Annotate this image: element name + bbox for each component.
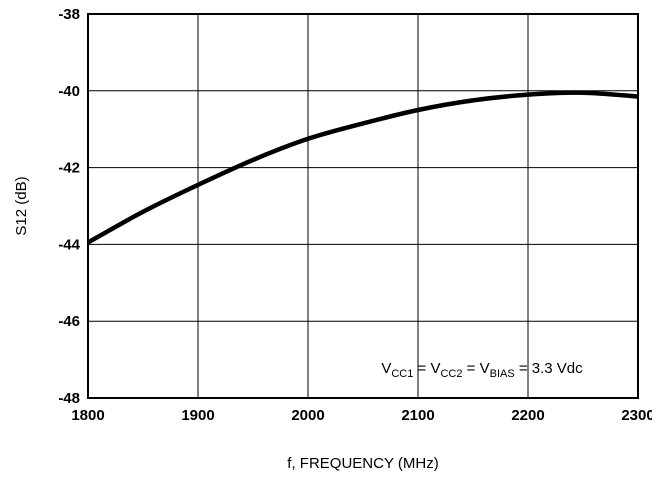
x-tick-label: 2000 [291, 407, 324, 424]
y-axis-title: S12 (dB) [13, 176, 30, 235]
y-tick-label: -40 [58, 83, 80, 100]
y-tick-label: -38 [58, 6, 80, 23]
annotation-text: = V [413, 360, 440, 377]
y-tick-label: -44 [58, 236, 80, 253]
annotation-subscript: CC1 [391, 368, 413, 380]
y-tick-label: -42 [58, 160, 80, 177]
annotation-text: V [381, 360, 391, 377]
x-tick-label: 1800 [71, 407, 104, 424]
annotation-text: = 3.3 Vdc [515, 360, 583, 377]
annotation-subscript: BIAS [490, 368, 515, 380]
x-tick-label: 1900 [181, 407, 214, 424]
grid-lines [87, 13, 639, 399]
annotation-text: = V [463, 360, 490, 377]
x-tick-label: 2200 [511, 407, 544, 424]
bias-condition-annotation: VCC1 = VCC2 = VBIAS = 3.3 Vdc [381, 360, 583, 380]
plot-area-frame [87, 13, 639, 399]
series-group [86, 90, 639, 245]
x-tick-label: 2100 [401, 407, 434, 424]
x-tick-label: 2300 [621, 407, 652, 424]
x-axis-tick-labels: 1800 1900 2000 2100 2200 2300 [71, 407, 652, 424]
annotation-subscript: CC2 [440, 368, 462, 380]
y-tick-label: -46 [58, 313, 80, 330]
y-axis-tick-labels: -48 -46 -44 -42 -40 -38 [58, 6, 80, 407]
y-tick-label: -48 [58, 390, 80, 407]
x-axis-title: f, FREQUENCY (MHz) [287, 455, 438, 472]
series-line-s12 [86, 90, 639, 245]
